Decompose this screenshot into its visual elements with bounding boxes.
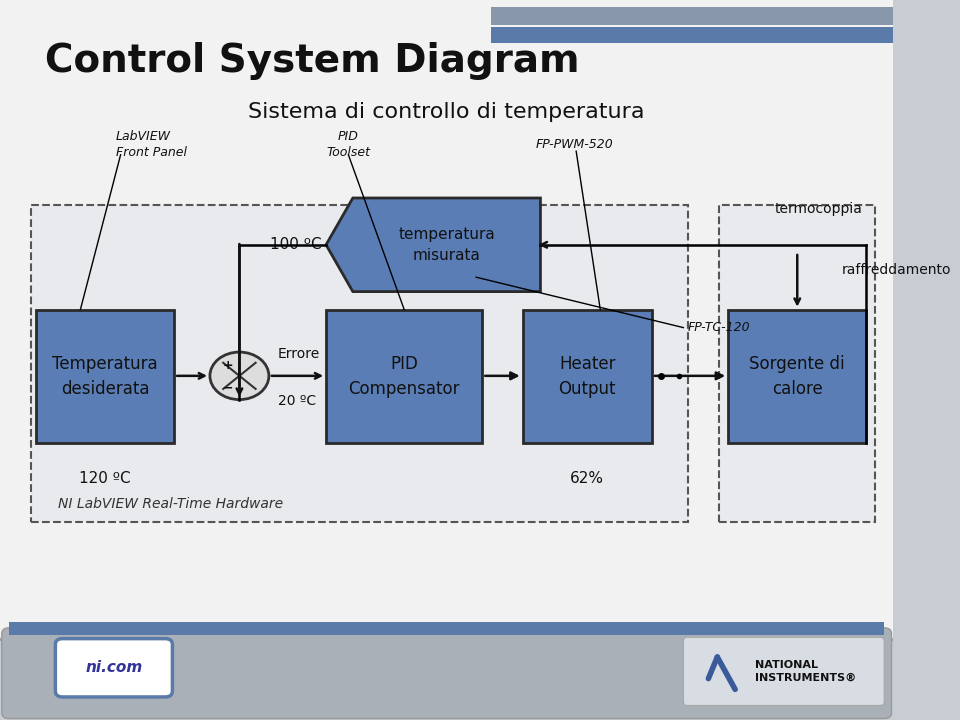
Text: LabVIEW
Front Panel: LabVIEW Front Panel	[116, 130, 187, 158]
Text: Control System Diagram: Control System Diagram	[45, 42, 579, 80]
FancyBboxPatch shape	[684, 637, 884, 706]
Text: NATIONAL
INSTRUMENTS®: NATIONAL INSTRUMENTS®	[755, 660, 856, 683]
Bar	[492, 7, 893, 25]
Text: raffreddamento: raffreddamento	[842, 263, 951, 277]
Bar	[32, 205, 687, 522]
Text: +: +	[223, 359, 233, 372]
Bar	[326, 310, 482, 443]
FancyBboxPatch shape	[0, 0, 895, 642]
FancyBboxPatch shape	[56, 639, 173, 697]
FancyBboxPatch shape	[2, 628, 892, 719]
Text: Sistema di controllo di temperatura: Sistema di controllo di temperatura	[249, 102, 645, 122]
Text: 100 ºC: 100 ºC	[270, 238, 322, 252]
Bar	[492, 27, 893, 43]
Text: FP-TC-120: FP-TC-120	[687, 321, 751, 334]
Text: Temperatura
desiderata: Temperatura desiderata	[52, 355, 157, 397]
Text: Sorgente di
calore: Sorgente di calore	[750, 355, 845, 397]
Text: 120 ºC: 120 ºC	[79, 472, 131, 486]
Text: 20 ºC: 20 ºC	[277, 394, 316, 408]
Text: FP-PWM-520: FP-PWM-520	[536, 138, 613, 150]
Text: Errore: Errore	[277, 348, 320, 361]
Bar	[36, 310, 174, 443]
Text: −: −	[223, 382, 233, 395]
Text: Heater
Output: Heater Output	[559, 355, 616, 397]
Bar	[522, 310, 652, 443]
Text: NI LabVIEW Real-Time Hardware: NI LabVIEW Real-Time Hardware	[58, 497, 283, 511]
Bar	[9, 622, 884, 635]
Polygon shape	[326, 198, 540, 292]
Bar	[728, 310, 867, 443]
Text: PID
Toolset: PID Toolset	[326, 130, 371, 158]
Text: 62%: 62%	[570, 472, 605, 486]
Bar	[719, 205, 876, 522]
Text: termocoppia: termocoppia	[774, 202, 862, 216]
Text: ni.com: ni.com	[85, 660, 142, 675]
Text: temperatura
misurata: temperatura misurata	[398, 227, 495, 263]
Text: PID
Compensator: PID Compensator	[348, 355, 460, 397]
Circle shape	[210, 352, 269, 400]
